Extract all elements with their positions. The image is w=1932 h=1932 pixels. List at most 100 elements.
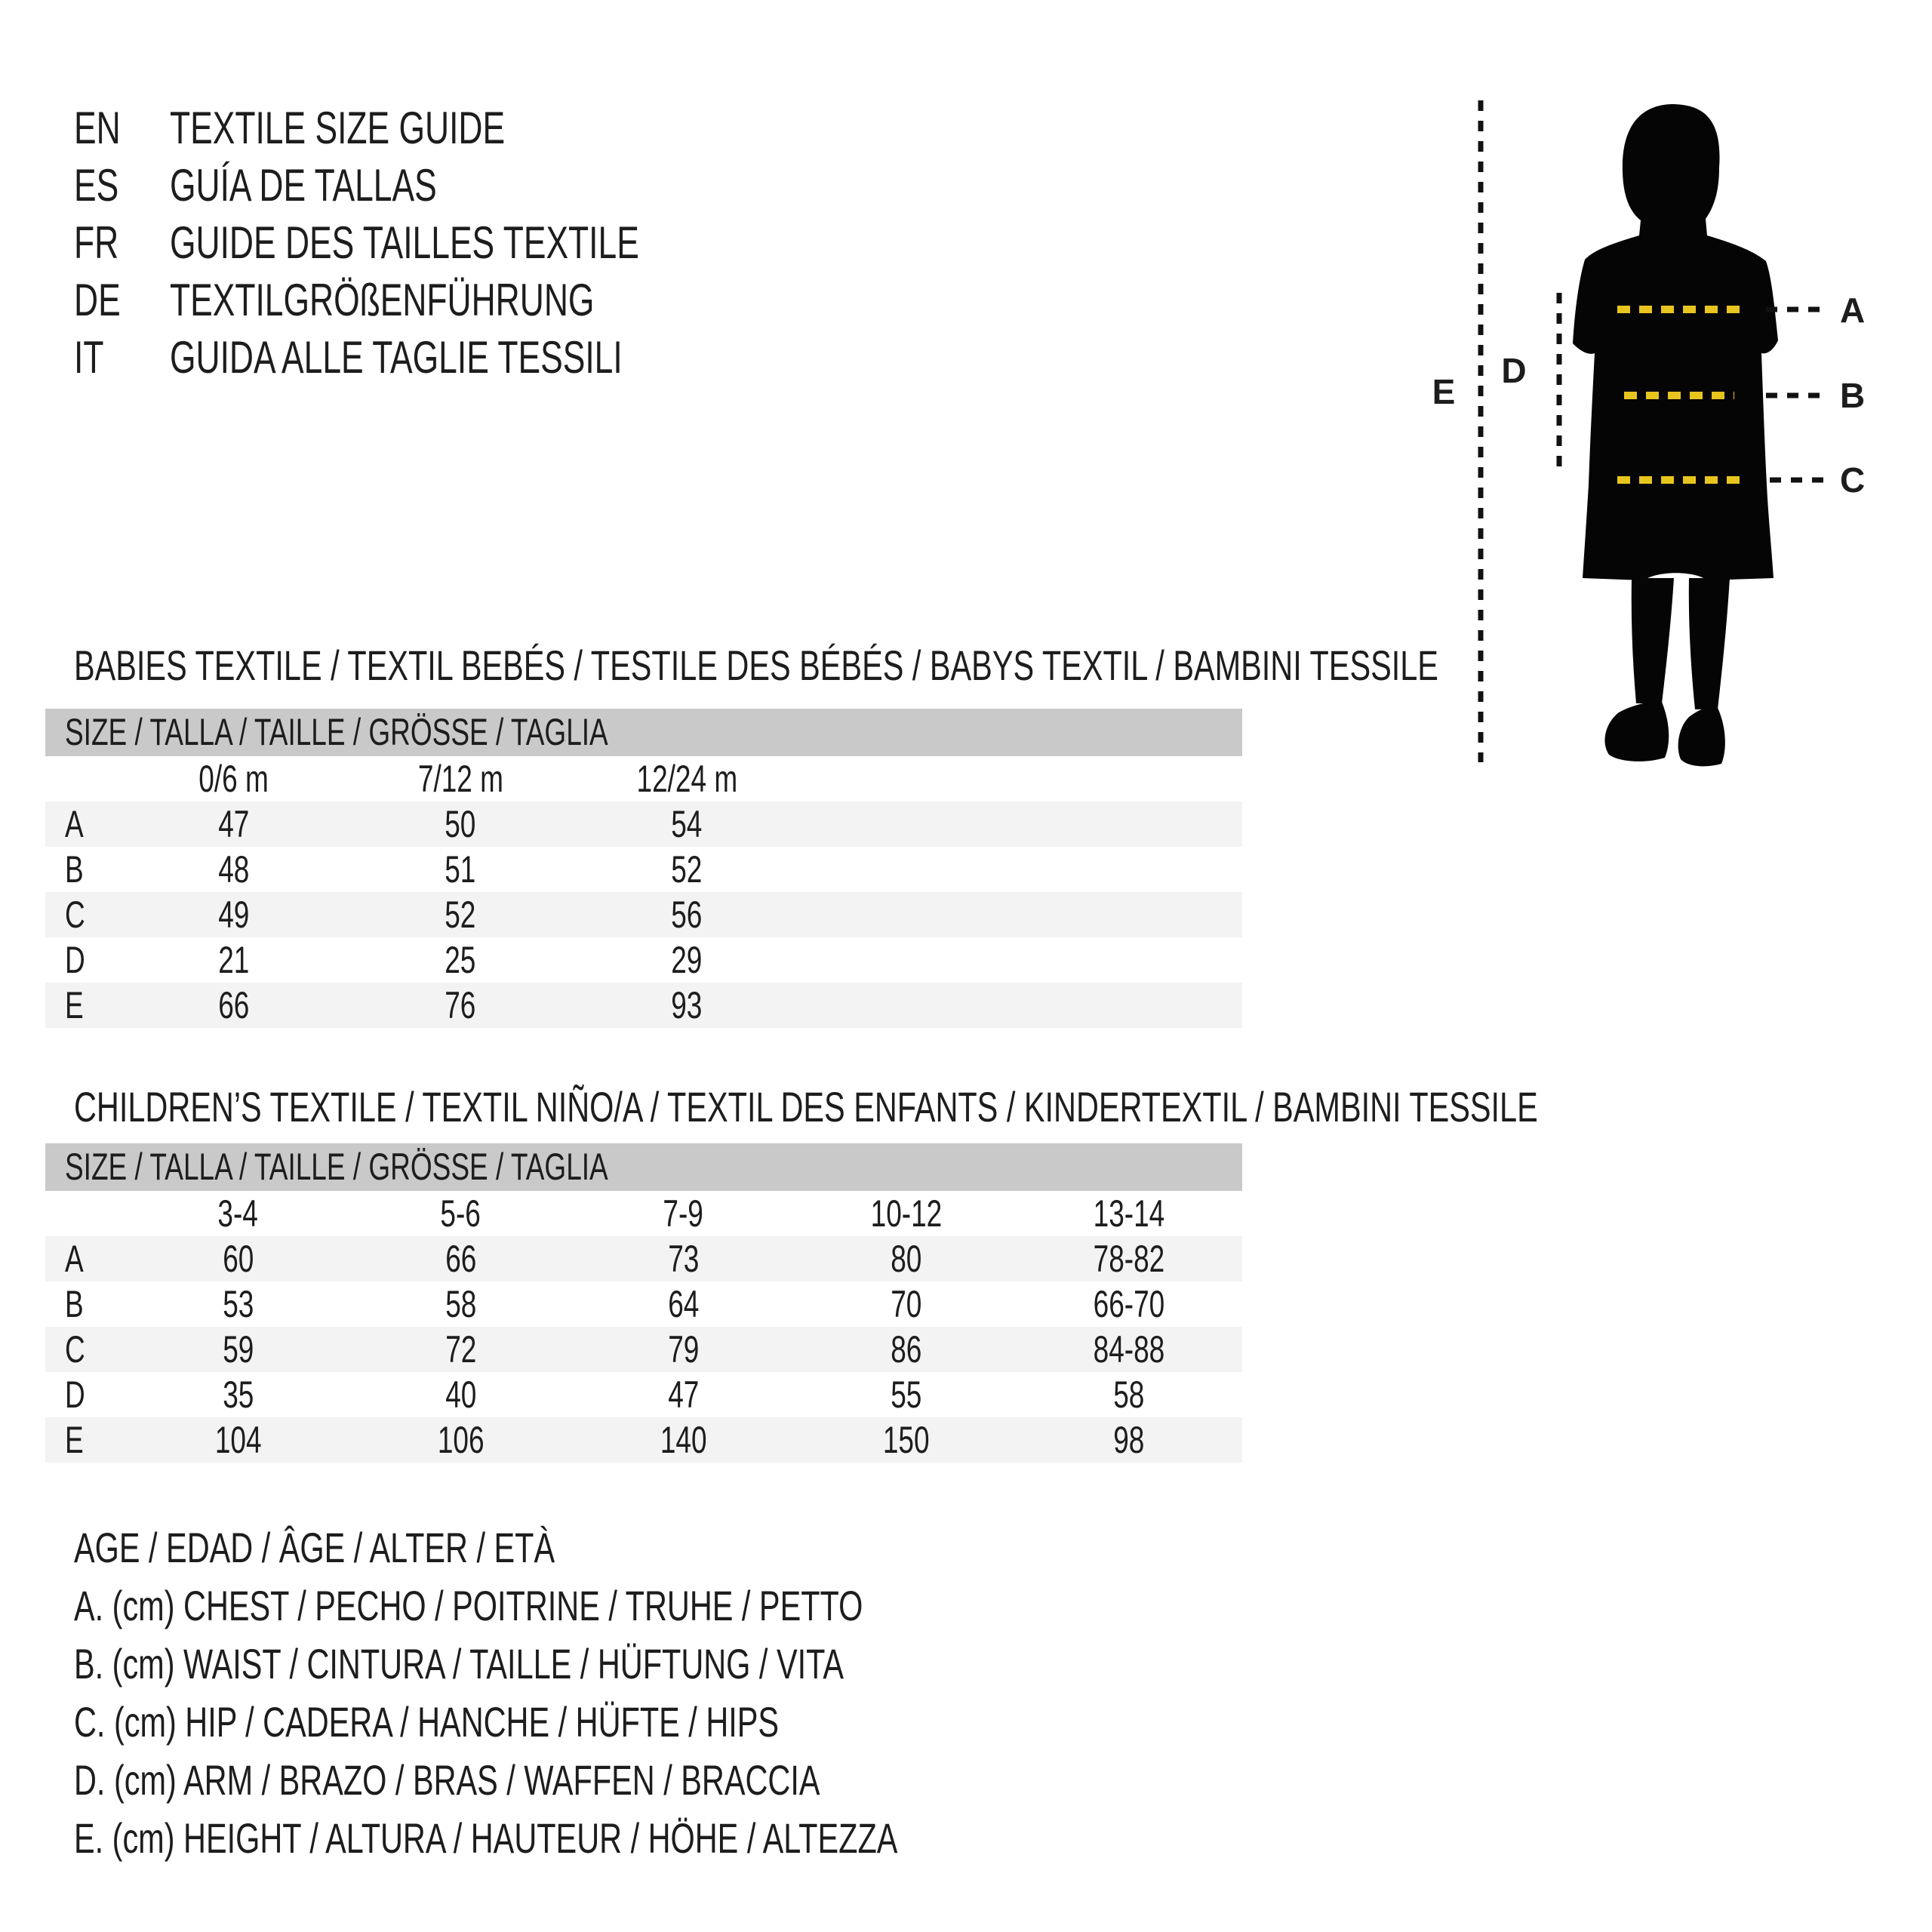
row-label: B bbox=[65, 848, 84, 891]
language-row-en: EN TEXTILE SIZE GUIDE bbox=[74, 100, 904, 157]
language-code: EN bbox=[74, 103, 121, 153]
table-row-e: E 104 106 140 150 98 bbox=[45, 1417, 1242, 1463]
figure-label-c: C bbox=[1840, 460, 1865, 500]
column-header: 7-9 bbox=[663, 1192, 704, 1235]
table-cell: 98 bbox=[1112, 1419, 1145, 1461]
row-label: A bbox=[65, 1238, 84, 1280]
table-cell: 58 bbox=[445, 1283, 477, 1325]
table-cell: 21 bbox=[218, 939, 250, 981]
figure-label-b: B bbox=[1840, 376, 1865, 415]
table-cell: 76 bbox=[445, 984, 476, 1026]
babies-size-table: SIZE / TALLA / TAILLE / GRÖSSE / TAGLIA … bbox=[45, 709, 1242, 1028]
table-cell: 78-82 bbox=[1093, 1238, 1164, 1280]
row-label: C bbox=[65, 1328, 85, 1371]
legend-line-age: AGE / EDAD / ÂGE / ALTER / ETÀ bbox=[74, 1524, 555, 1571]
figure-label-d: D bbox=[1501, 351, 1526, 390]
table-cell: 64 bbox=[667, 1283, 700, 1325]
child-leg-right bbox=[1688, 578, 1730, 709]
size-header-text: SIZE / TALLA / TAILLE / GRÖSSE / TAGLIA bbox=[65, 711, 608, 753]
language-row-it: IT GUIDA ALLE TAGLIE TESSILI bbox=[74, 329, 904, 386]
table-cell: 52 bbox=[671, 848, 703, 891]
column-header: 0/6 m bbox=[198, 758, 269, 800]
row-label: A bbox=[65, 803, 84, 845]
row-label: B bbox=[65, 1283, 84, 1325]
babies-size-header-bar: SIZE / TALLA / TAILLE / GRÖSSE / TAGLIA bbox=[45, 709, 1242, 756]
row-label: C bbox=[65, 894, 85, 936]
table-cell: 56 bbox=[671, 894, 703, 936]
row-label: E bbox=[65, 1419, 84, 1461]
table-cell: 54 bbox=[671, 803, 703, 845]
table-cell: 150 bbox=[882, 1419, 930, 1461]
language-code: FR bbox=[74, 217, 119, 268]
language-title: GUIDE DES TAILLES TEXTILE bbox=[170, 217, 639, 268]
column-header: 13-14 bbox=[1093, 1192, 1164, 1235]
table-row-b: B 48 51 52 bbox=[45, 847, 1242, 892]
table-cell: 47 bbox=[218, 803, 250, 845]
legend-line-arm: D. (cm) ARM / BRAZO / BRAS / WAFFEN / BR… bbox=[74, 1756, 820, 1804]
table-cell: 73 bbox=[667, 1238, 700, 1280]
table-cell: 50 bbox=[445, 803, 476, 845]
table-cell: 86 bbox=[890, 1328, 922, 1371]
table-cell: 47 bbox=[667, 1374, 700, 1416]
row-label: E bbox=[65, 984, 84, 1026]
child-silhouette bbox=[1573, 104, 1778, 580]
column-header: 7/12 m bbox=[417, 758, 503, 800]
table-cell: 49 bbox=[218, 894, 250, 936]
table-cell: 104 bbox=[214, 1419, 262, 1461]
table-cell: 40 bbox=[445, 1374, 477, 1416]
table-row-d: D 21 25 29 bbox=[45, 937, 1242, 983]
child-silhouette-figure: A B C D E bbox=[1432, 100, 1865, 767]
figure-label-a: A bbox=[1840, 291, 1865, 330]
size-header-text: SIZE / TALLA / TAILLE / GRÖSSE / TAGLIA bbox=[65, 1146, 608, 1188]
table-cell: 35 bbox=[222, 1374, 254, 1416]
language-code: ES bbox=[74, 160, 119, 211]
table-row-b: B 53 58 64 70 66-70 bbox=[45, 1281, 1242, 1327]
children-section-title: CHILDREN’S TEXTILE / TEXTIL NIÑO/A / TEX… bbox=[74, 1084, 1932, 1130]
table-row-a: A 47 50 54 bbox=[45, 801, 1242, 847]
table-cell: 53 bbox=[222, 1283, 254, 1325]
language-title: GUIDA ALLE TAGLIE TESSILI bbox=[170, 332, 623, 383]
table-cell: 66 bbox=[445, 1238, 477, 1280]
table-row-e: E 66 76 93 bbox=[45, 983, 1242, 1028]
table-cell: 79 bbox=[667, 1328, 700, 1371]
table-row-a: A 60 66 73 80 78-82 bbox=[45, 1236, 1242, 1281]
table-cell: 25 bbox=[445, 939, 476, 981]
language-row-fr: FR GUIDE DES TAILLES TEXTILE bbox=[74, 214, 904, 272]
row-label: D bbox=[65, 1374, 85, 1416]
table-cell: 58 bbox=[1112, 1374, 1145, 1416]
legend-line-height: E. (cm) HEIGHT / ALTURA / HAUTEUR / HÖHE… bbox=[74, 1814, 898, 1862]
table-cell: 59 bbox=[222, 1328, 254, 1371]
table-cell: 80 bbox=[890, 1238, 922, 1280]
column-header: 3-4 bbox=[217, 1192, 259, 1235]
babies-column-header-row: 0/6 m 7/12 m 12/24 m bbox=[45, 756, 1242, 801]
language-code: IT bbox=[74, 332, 104, 383]
row-label: D bbox=[65, 939, 85, 981]
language-row-es: ES GUÍA DE TALLAS bbox=[74, 157, 904, 214]
legend-line-waist: B. (cm) WAIST / CINTURA / TAILLE / HÜFTU… bbox=[74, 1640, 844, 1687]
column-header: 5-6 bbox=[440, 1192, 481, 1235]
child-shoe-right bbox=[1678, 706, 1725, 767]
language-title-block: EN TEXTILE SIZE GUIDE ES GUÍA DE TALLAS … bbox=[74, 100, 904, 386]
measurement-legend: AGE / EDAD / ÂGE / ALTER / ETÀ A. (cm) C… bbox=[74, 1518, 1187, 1867]
children-column-header-row: 3-4 5-6 7-9 10-12 13-14 bbox=[45, 1191, 1242, 1236]
language-title: GUÍA DE TALLAS bbox=[170, 160, 437, 211]
table-cell: 70 bbox=[890, 1283, 922, 1325]
legend-line-hip: C. (cm) HIP / CADERA / HANCHE / HÜFTE / … bbox=[74, 1698, 780, 1746]
language-row-de: DE TEXTILGRÖßENFÜHRUNG bbox=[74, 272, 904, 329]
column-header: 10-12 bbox=[870, 1192, 942, 1235]
table-cell: 106 bbox=[437, 1419, 485, 1461]
table-row-d: D 35 40 47 55 58 bbox=[45, 1372, 1242, 1417]
table-cell: 84-88 bbox=[1093, 1328, 1164, 1371]
table-cell: 93 bbox=[671, 984, 703, 1026]
table-cell: 66 bbox=[218, 984, 250, 1026]
language-title: TEXTILGRÖßENFÜHRUNG bbox=[170, 275, 595, 325]
table-cell: 140 bbox=[660, 1419, 707, 1461]
legend-line-chest: A. (cm) CHEST / PECHO / POITRINE / TRUHE… bbox=[74, 1582, 863, 1629]
table-row-c: C 49 52 56 bbox=[45, 892, 1242, 937]
table-cell: 66-70 bbox=[1093, 1283, 1164, 1325]
language-title: TEXTILE SIZE GUIDE bbox=[170, 103, 506, 153]
table-cell: 52 bbox=[445, 894, 476, 936]
table-cell: 72 bbox=[445, 1328, 477, 1371]
babies-section-title-text: BABIES TEXTILE / TEXTIL BEBÉS / TESTILE … bbox=[74, 641, 1438, 689]
